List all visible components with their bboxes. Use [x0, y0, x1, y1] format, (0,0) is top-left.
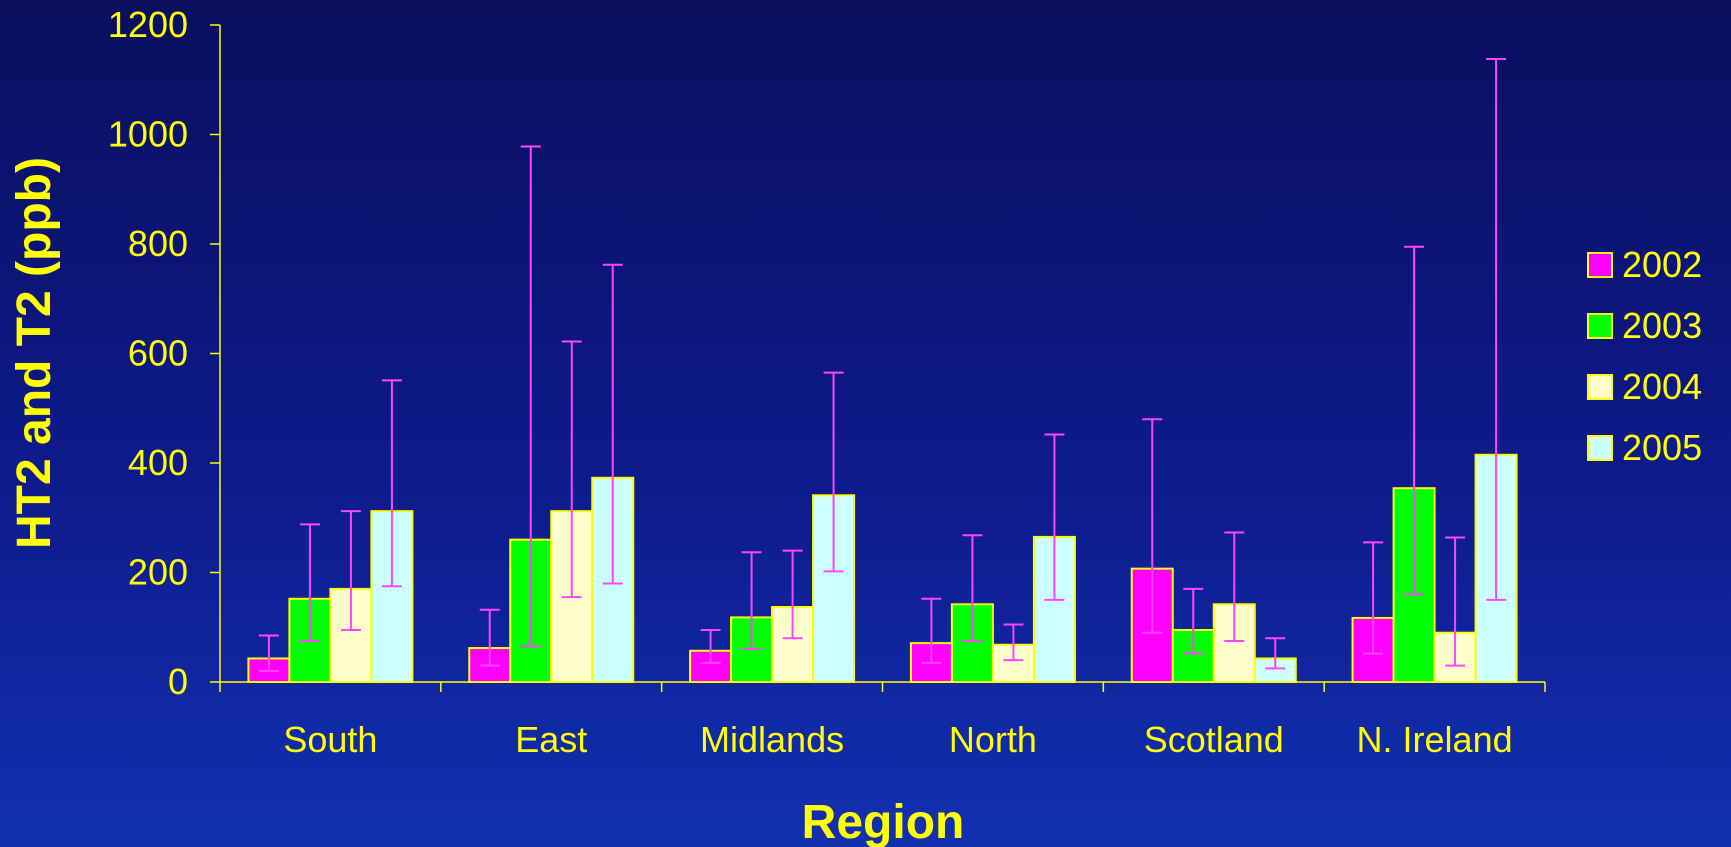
error-bar	[1445, 536, 1466, 667]
bar-2004-scotland	[1212, 603, 1256, 684]
error-bar	[340, 510, 361, 631]
x-tick-label: Scotland	[1144, 719, 1284, 760]
legend-swatch	[1587, 313, 1613, 339]
x-axis-title: Region	[802, 796, 965, 847]
error-bar	[1404, 245, 1425, 596]
y-tick-label: 1000	[108, 114, 188, 155]
legend-item-2003: 2003	[1587, 305, 1702, 346]
legend: 2002 2003 2004 2005	[1587, 244, 1702, 468]
axes	[210, 24, 1546, 692]
legend-label: 2002	[1622, 244, 1702, 285]
error-bar	[1003, 623, 1024, 662]
bars	[247, 453, 1518, 684]
tick-labels: 0 200 400 600 800 1000 1200 South East Midlands No…	[108, 4, 1513, 760]
legend-item-2004: 2004	[1587, 366, 1702, 407]
error-bar	[741, 551, 762, 651]
legend-label: 2003	[1622, 305, 1702, 346]
bar-2005-south	[370, 510, 414, 683]
y-tick-label: 200	[128, 552, 188, 593]
y-tick-label: 600	[128, 333, 188, 374]
error-bar	[479, 608, 500, 667]
y-axis-title: HT2 and T2 (ppb)	[8, 157, 61, 549]
error-bar	[700, 628, 721, 664]
error-bar	[1265, 637, 1286, 670]
error-bar	[1486, 57, 1507, 601]
error-bar	[921, 597, 942, 664]
legend-item-2002: 2002	[1587, 244, 1702, 285]
error-bars	[258, 57, 1507, 673]
x-tick-label: N. Ireland	[1357, 719, 1513, 760]
x-tick-label: North	[949, 719, 1037, 760]
error-bar	[561, 340, 582, 599]
x-tick-label: East	[515, 719, 587, 760]
legend-swatch	[1587, 374, 1613, 400]
error-bar	[258, 634, 279, 673]
legend-item-2005: 2005	[1587, 427, 1702, 468]
y-tick-label: 800	[128, 223, 188, 264]
error-bar	[299, 523, 320, 642]
error-bar	[520, 145, 541, 648]
legend-label: 2004	[1622, 366, 1702, 407]
error-bar	[1044, 433, 1065, 601]
error-bar	[1363, 541, 1384, 655]
error-bar	[1142, 418, 1163, 634]
error-bar	[602, 263, 623, 585]
y-tick-label: 1200	[108, 4, 188, 45]
error-bar	[823, 371, 844, 573]
error-bar	[962, 534, 983, 642]
error-bar	[782, 549, 803, 640]
error-bar	[381, 379, 402, 588]
error-bar	[1224, 531, 1245, 642]
legend-swatch	[1587, 252, 1613, 278]
error-bar	[1183, 587, 1204, 655]
x-tick-label: South	[283, 719, 377, 760]
x-tick-label: Midlands	[700, 719, 844, 760]
y-tick-label: 0	[168, 661, 188, 702]
legend-swatch	[1587, 435, 1613, 461]
legend-label: 2005	[1622, 427, 1702, 468]
y-tick-label: 400	[128, 442, 188, 483]
